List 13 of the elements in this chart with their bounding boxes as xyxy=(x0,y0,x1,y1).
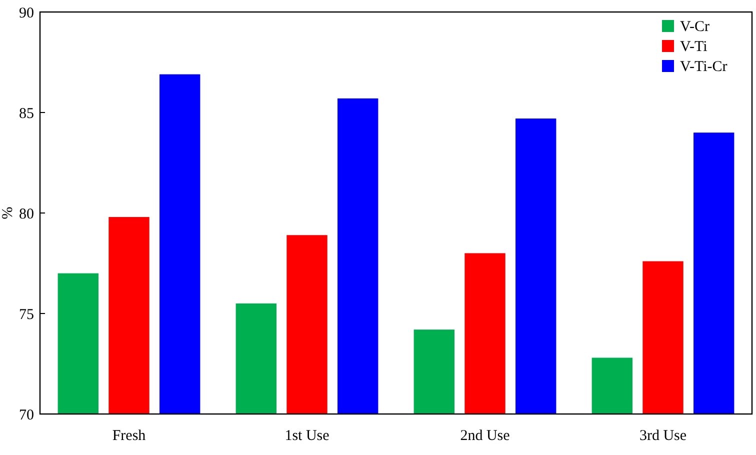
y-tick-label: 85 xyxy=(19,106,34,122)
legend-label: V-Ti xyxy=(680,39,708,55)
x-tick-label: Fresh xyxy=(112,428,146,444)
x-tick-label: 3rd Use xyxy=(639,428,687,444)
y-tick-label: 75 xyxy=(19,306,34,323)
y-axis-title: % xyxy=(0,206,16,220)
x-tick-label: 2nd Use xyxy=(460,428,510,444)
y-tick-label: 70 xyxy=(19,407,34,424)
legend-label: V-Ti-Cr xyxy=(680,59,728,75)
y-tick-label: 90 xyxy=(19,5,34,22)
x-tick-label: 1st Use xyxy=(284,428,330,444)
legend-label: V-Cr xyxy=(680,19,710,35)
y-tick-label: 80 xyxy=(19,206,34,222)
